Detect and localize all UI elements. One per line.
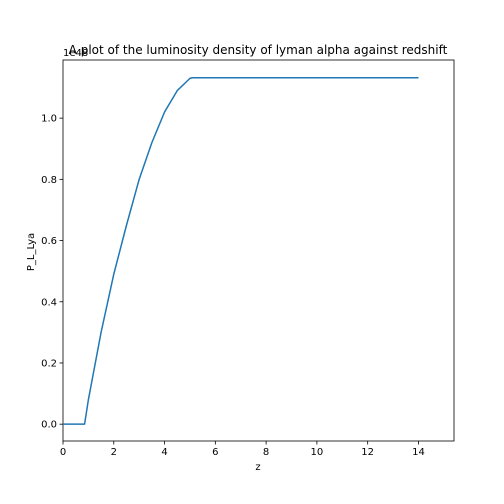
y-axis-label: P_L_Lya [26,233,37,271]
y-tick-label: 0.4 [41,297,57,308]
y-tick-label: 0.8 [41,175,57,186]
y-offset-text: 1e48 [63,48,88,59]
y-tick-label: 0.6 [41,236,57,247]
x-tick-label: 0 [60,447,66,458]
x-axis-ticks: 0 2 4 6 8 10 12 14 [60,441,425,458]
x-tick-label: 2 [111,447,117,458]
series-layer [63,77,419,425]
x-tick-label: 14 [412,447,425,458]
x-tick-label: 8 [263,447,269,458]
plot-area [62,59,455,442]
y-tick-label: 1.0 [41,114,57,125]
x-tick-label: 6 [212,447,218,458]
y-tick-label: 0.0 [41,420,57,431]
axes-frame [62,59,455,442]
y-tick-label: 0.2 [41,358,57,369]
x-tick-label: 4 [161,447,167,458]
series-line [63,77,419,425]
x-tick-label: 10 [311,447,324,458]
chart-title: A plot of the luminosity density of lyma… [69,43,448,57]
y-axis-ticks: 0.0 0.2 0.4 0.6 0.8 1.0 [41,114,63,431]
x-tick-label: 12 [361,447,374,458]
x-axis-label: z [255,462,260,473]
